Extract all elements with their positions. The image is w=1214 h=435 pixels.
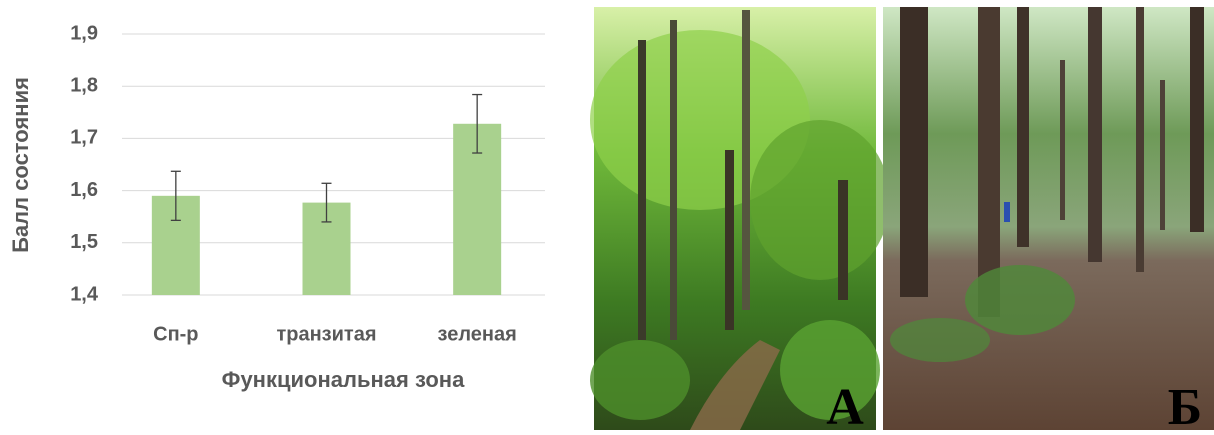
y-tick-label: 1,4 [70, 283, 99, 305]
photo-a [590, 7, 890, 430]
photo-label: Б [1168, 379, 1202, 435]
y-tick-label: 1,8 [70, 74, 98, 96]
x-tick-label: зеленая [438, 323, 517, 345]
error-bar [321, 182, 332, 223]
error-bar [472, 93, 483, 154]
y-axis-title: Балл состояния [8, 77, 33, 253]
photo-b [883, 7, 1214, 430]
y-tick-label: 1,5 [70, 231, 98, 253]
y-tick-label: 1,9 [70, 22, 98, 44]
y-tick-label: 1,7 [70, 127, 98, 149]
x-tick-label: транзитая [276, 323, 376, 345]
y-tick-label: 1,6 [70, 179, 98, 201]
x-axis-title: Функциональная зона [222, 367, 465, 392]
photo-label: А [826, 379, 864, 435]
x-tick-label: Сп-р [153, 323, 198, 345]
error-bar [170, 170, 181, 222]
